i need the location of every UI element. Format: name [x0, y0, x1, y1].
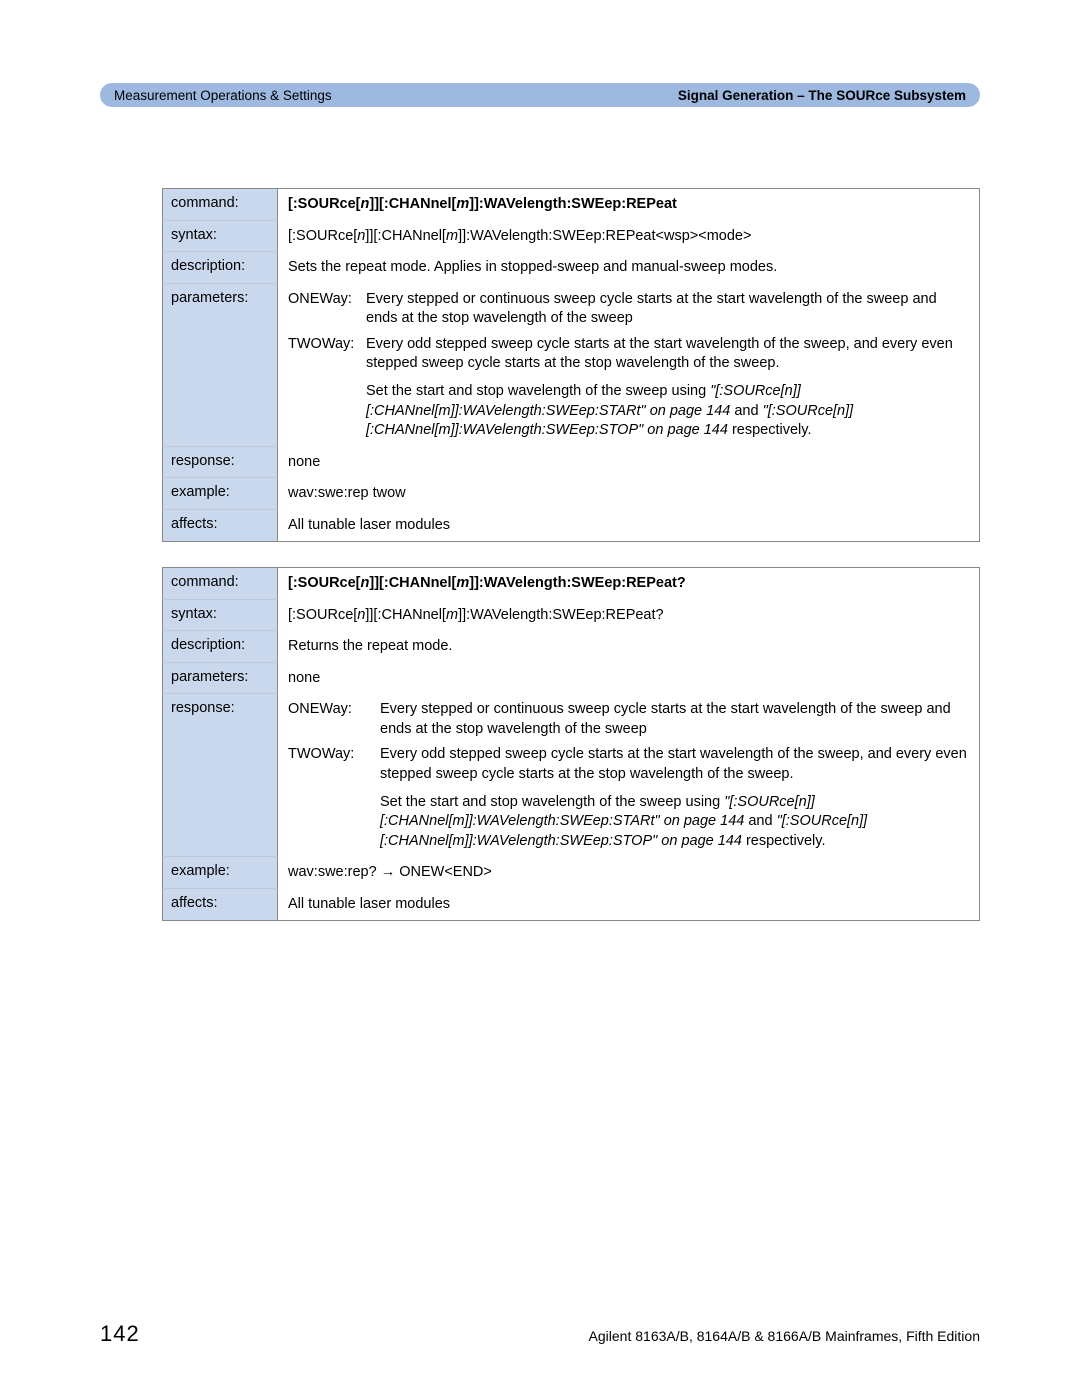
row-example: example: wav:swe:rep? → ONEW<END>	[162, 857, 979, 889]
param-note: Set the start and stop wavelength of the…	[366, 382, 971, 441]
row-affects: affects: All tunable laser modules	[162, 510, 979, 542]
value-affects: All tunable laser modules	[278, 510, 979, 542]
param-oneway-key: ONEWay:	[288, 290, 366, 329]
label-description: description:	[162, 252, 278, 284]
param-twoway-val: Every odd stepped sweep cycle starts at …	[366, 335, 971, 441]
label-affects: affects:	[162, 510, 278, 542]
resp-twoway-key: TWOWay:	[288, 745, 380, 851]
row-affects: affects: All tunable laser modules	[162, 889, 979, 921]
label-command: command:	[162, 568, 278, 600]
footer-text: Agilent 8163A/B, 8164A/B & 8166A/B Mainf…	[589, 1328, 980, 1344]
label-syntax: syntax:	[162, 600, 278, 632]
row-example: example: wav:swe:rep twow	[162, 478, 979, 510]
label-affects: affects:	[162, 889, 278, 921]
command-table-2: command: [:SOURce[n]][:CHANnel[m]]:WAVel…	[162, 567, 980, 921]
page-number: 142	[100, 1321, 140, 1347]
value-example: wav:swe:rep? → ONEW<END>	[278, 857, 979, 889]
page-footer: 142 Agilent 8163A/B, 8164A/B & 8166A/B M…	[100, 1321, 980, 1347]
row-response: response: ONEWay: Every stepped or conti…	[162, 694, 979, 857]
header-left: Measurement Operations & Settings	[114, 88, 332, 103]
value-command: [:SOURce[n]][:CHANnel[m]]:WAVelength:SWE…	[278, 189, 979, 221]
command-table-1: command: [:SOURce[n]][:CHANnel[m]]:WAVel…	[162, 188, 980, 542]
param-twoway-key: TWOWay:	[288, 335, 366, 441]
value-example: wav:swe:rep twow	[278, 478, 979, 510]
value-parameters: ONEWay: Every stepped or continuous swee…	[278, 284, 979, 447]
value-command: [:SOURce[n]][:CHANnel[m]]:WAVelength:SWE…	[278, 568, 979, 600]
value-parameters: none	[278, 663, 979, 695]
param-twoway: TWOWay: Every odd stepped sweep cycle st…	[288, 335, 971, 441]
value-syntax: [:SOURce[n]][:CHANnel[m]]:WAVelength:SWE…	[278, 221, 979, 253]
param-oneway-val: Every stepped or continuous sweep cycle …	[366, 290, 971, 329]
value-description: Sets the repeat mode. Applies in stopped…	[278, 252, 979, 284]
resp-twoway: TWOWay: Every odd stepped sweep cycle st…	[288, 745, 971, 851]
value-description: Returns the repeat mode.	[278, 631, 979, 663]
row-description: description: Sets the repeat mode. Appli…	[162, 252, 979, 284]
label-parameters: parameters:	[162, 284, 278, 447]
label-example: example:	[162, 857, 278, 889]
resp-oneway-key: ONEWay:	[288, 700, 380, 739]
resp-oneway-val: Every stepped or continuous sweep cycle …	[380, 700, 971, 739]
value-syntax: [:SOURce[n]][:CHANnel[m]]:WAVelength:SWE…	[278, 600, 979, 632]
label-description: description:	[162, 631, 278, 663]
label-parameters: parameters:	[162, 663, 278, 695]
value-response: none	[278, 447, 979, 479]
value-response: ONEWay: Every stepped or continuous swee…	[278, 694, 979, 857]
row-syntax: syntax: [:SOURce[n]][:CHANnel[m]]:WAVele…	[162, 221, 979, 253]
row-description: description: Returns the repeat mode.	[162, 631, 979, 663]
row-command: command: [:SOURce[n]][:CHANnel[m]]:WAVel…	[162, 568, 979, 600]
page-header: Measurement Operations & Settings Signal…	[100, 83, 980, 107]
label-response: response:	[162, 694, 278, 857]
row-response: response: none	[162, 447, 979, 479]
resp-note: Set the start and stop wavelength of the…	[380, 793, 971, 852]
row-syntax: syntax: [:SOURce[n]][:CHANnel[m]]:WAVele…	[162, 600, 979, 632]
header-right: Signal Generation – The SOURce Subsystem	[678, 88, 966, 103]
label-command: command:	[162, 189, 278, 221]
value-affects: All tunable laser modules	[278, 889, 979, 921]
label-response: response:	[162, 447, 278, 479]
label-example: example:	[162, 478, 278, 510]
param-oneway: ONEWay: Every stepped or continuous swee…	[288, 290, 971, 329]
resp-oneway: ONEWay: Every stepped or continuous swee…	[288, 700, 971, 739]
resp-twoway-val: Every odd stepped sweep cycle starts at …	[380, 745, 971, 851]
row-parameters: parameters: ONEWay: Every stepped or con…	[162, 284, 979, 447]
row-command: command: [:SOURce[n]][:CHANnel[m]]:WAVel…	[162, 189, 979, 221]
row-parameters: parameters: none	[162, 663, 979, 695]
label-syntax: syntax:	[162, 221, 278, 253]
